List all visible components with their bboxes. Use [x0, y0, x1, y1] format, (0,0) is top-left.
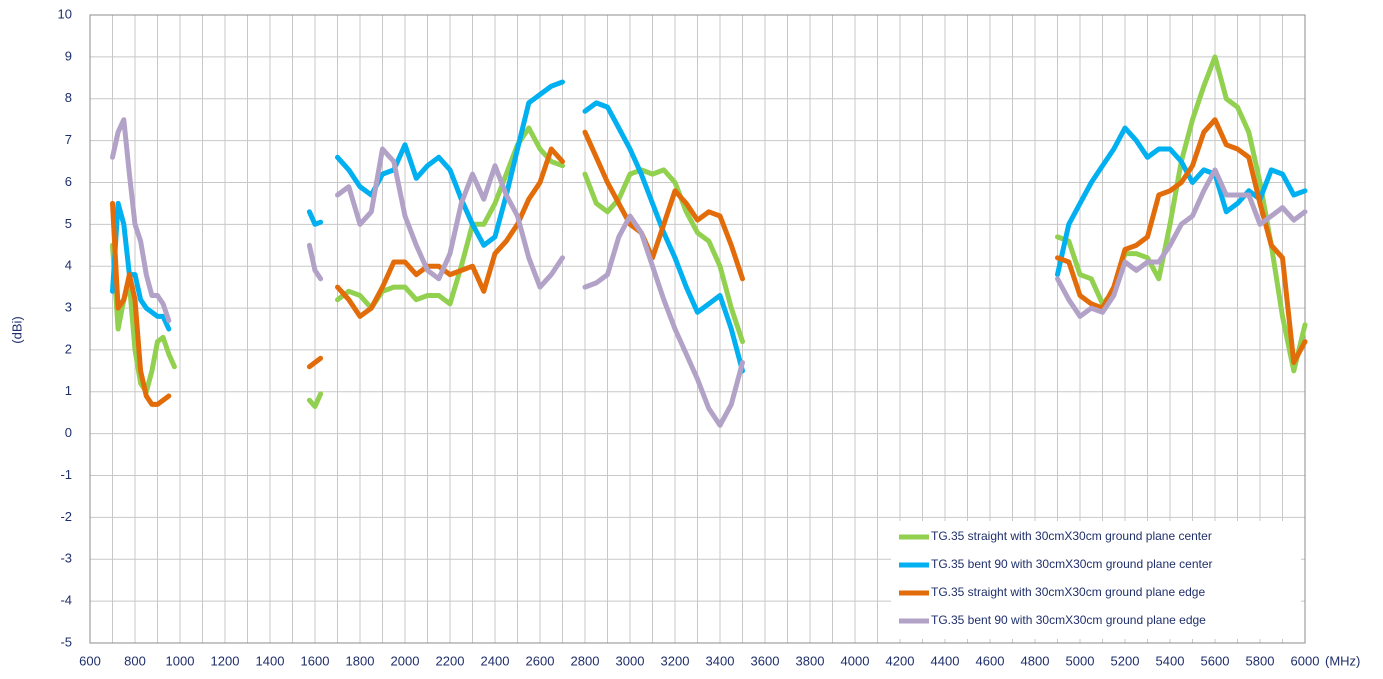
x-tick-label: 2800: [571, 653, 600, 668]
x-tick-label: 1600: [301, 653, 330, 668]
x-tick-label: 4600: [976, 653, 1005, 668]
y-tick-label: -3: [60, 551, 72, 566]
x-tick-label: 1000: [166, 653, 195, 668]
x-tick-label: 4200: [886, 653, 915, 668]
x-tick-label: 1200: [211, 653, 240, 668]
x-tick-label: 4000: [841, 653, 870, 668]
x-tick-label: 3600: [751, 653, 780, 668]
legend-label: TG.35 bent 90 with 30cmX30cm ground plan…: [931, 557, 1213, 571]
legend-label: TG.35 straight with 30cmX30cm ground pla…: [931, 585, 1205, 599]
x-tick-label: 1800: [346, 653, 375, 668]
x-tick-label: 3200: [661, 653, 690, 668]
y-tick-label: 1: [65, 383, 72, 398]
series-line: [110, 117, 1308, 428]
x-tick-label: 5400: [1156, 653, 1185, 668]
legend-label: TG.35 straight with 30cmX30cm ground pla…: [931, 529, 1212, 543]
y-tick-label: 3: [65, 300, 72, 315]
series-line: [110, 117, 1308, 407]
x-tick-label: 5000: [1066, 653, 1095, 668]
x-tick-label: 3400: [706, 653, 735, 668]
y-tick-label: 5: [65, 216, 72, 231]
x-tick-label: 3800: [796, 653, 825, 668]
y-axis-label: (dBi): [9, 316, 24, 343]
x-tick-label: 4800: [1021, 653, 1050, 668]
x-tick-label: 2400: [481, 653, 510, 668]
x-tick-label: 5600: [1201, 653, 1230, 668]
legend-label: TG.35 bent 90 with 30cmX30cm ground plan…: [931, 613, 1206, 627]
y-tick-label: 0: [65, 425, 72, 440]
y-tick-label: -4: [60, 593, 72, 608]
y-tick-label: 9: [65, 48, 72, 63]
x-tick-label: 5800: [1246, 653, 1275, 668]
y-tick-label: -2: [60, 509, 72, 524]
y-tick-label: -5: [60, 634, 72, 649]
y-tick-label: 10: [58, 6, 72, 21]
x-tick-label: 2200: [436, 653, 465, 668]
x-tick-label: 3000: [616, 653, 645, 668]
y-tick-label: 4: [65, 258, 72, 273]
x-tick-label: 800: [124, 653, 146, 668]
x-tick-label: 2600: [526, 653, 555, 668]
y-tick-label: 8: [65, 90, 72, 105]
series-line: [110, 79, 1308, 374]
x-tick-label: 5200: [1111, 653, 1140, 668]
x-tick-label: 1400: [256, 653, 285, 668]
x-tick-label: 4400: [931, 653, 960, 668]
y-tick-label: -1: [60, 467, 72, 482]
y-tick-label: 7: [65, 132, 72, 147]
x-tick-label: 600: [79, 653, 101, 668]
x-axis-label: (MHz): [1325, 653, 1360, 668]
y-tick-label: 2: [65, 341, 72, 356]
legend: TG.35 straight with 30cmX30cm ground pla…: [891, 521, 1301, 639]
x-tick-label: 2000: [391, 653, 420, 668]
y-tick-label: 6: [65, 174, 72, 189]
legend-box: [891, 521, 1301, 639]
x-tick-label: 6000: [1291, 653, 1320, 668]
